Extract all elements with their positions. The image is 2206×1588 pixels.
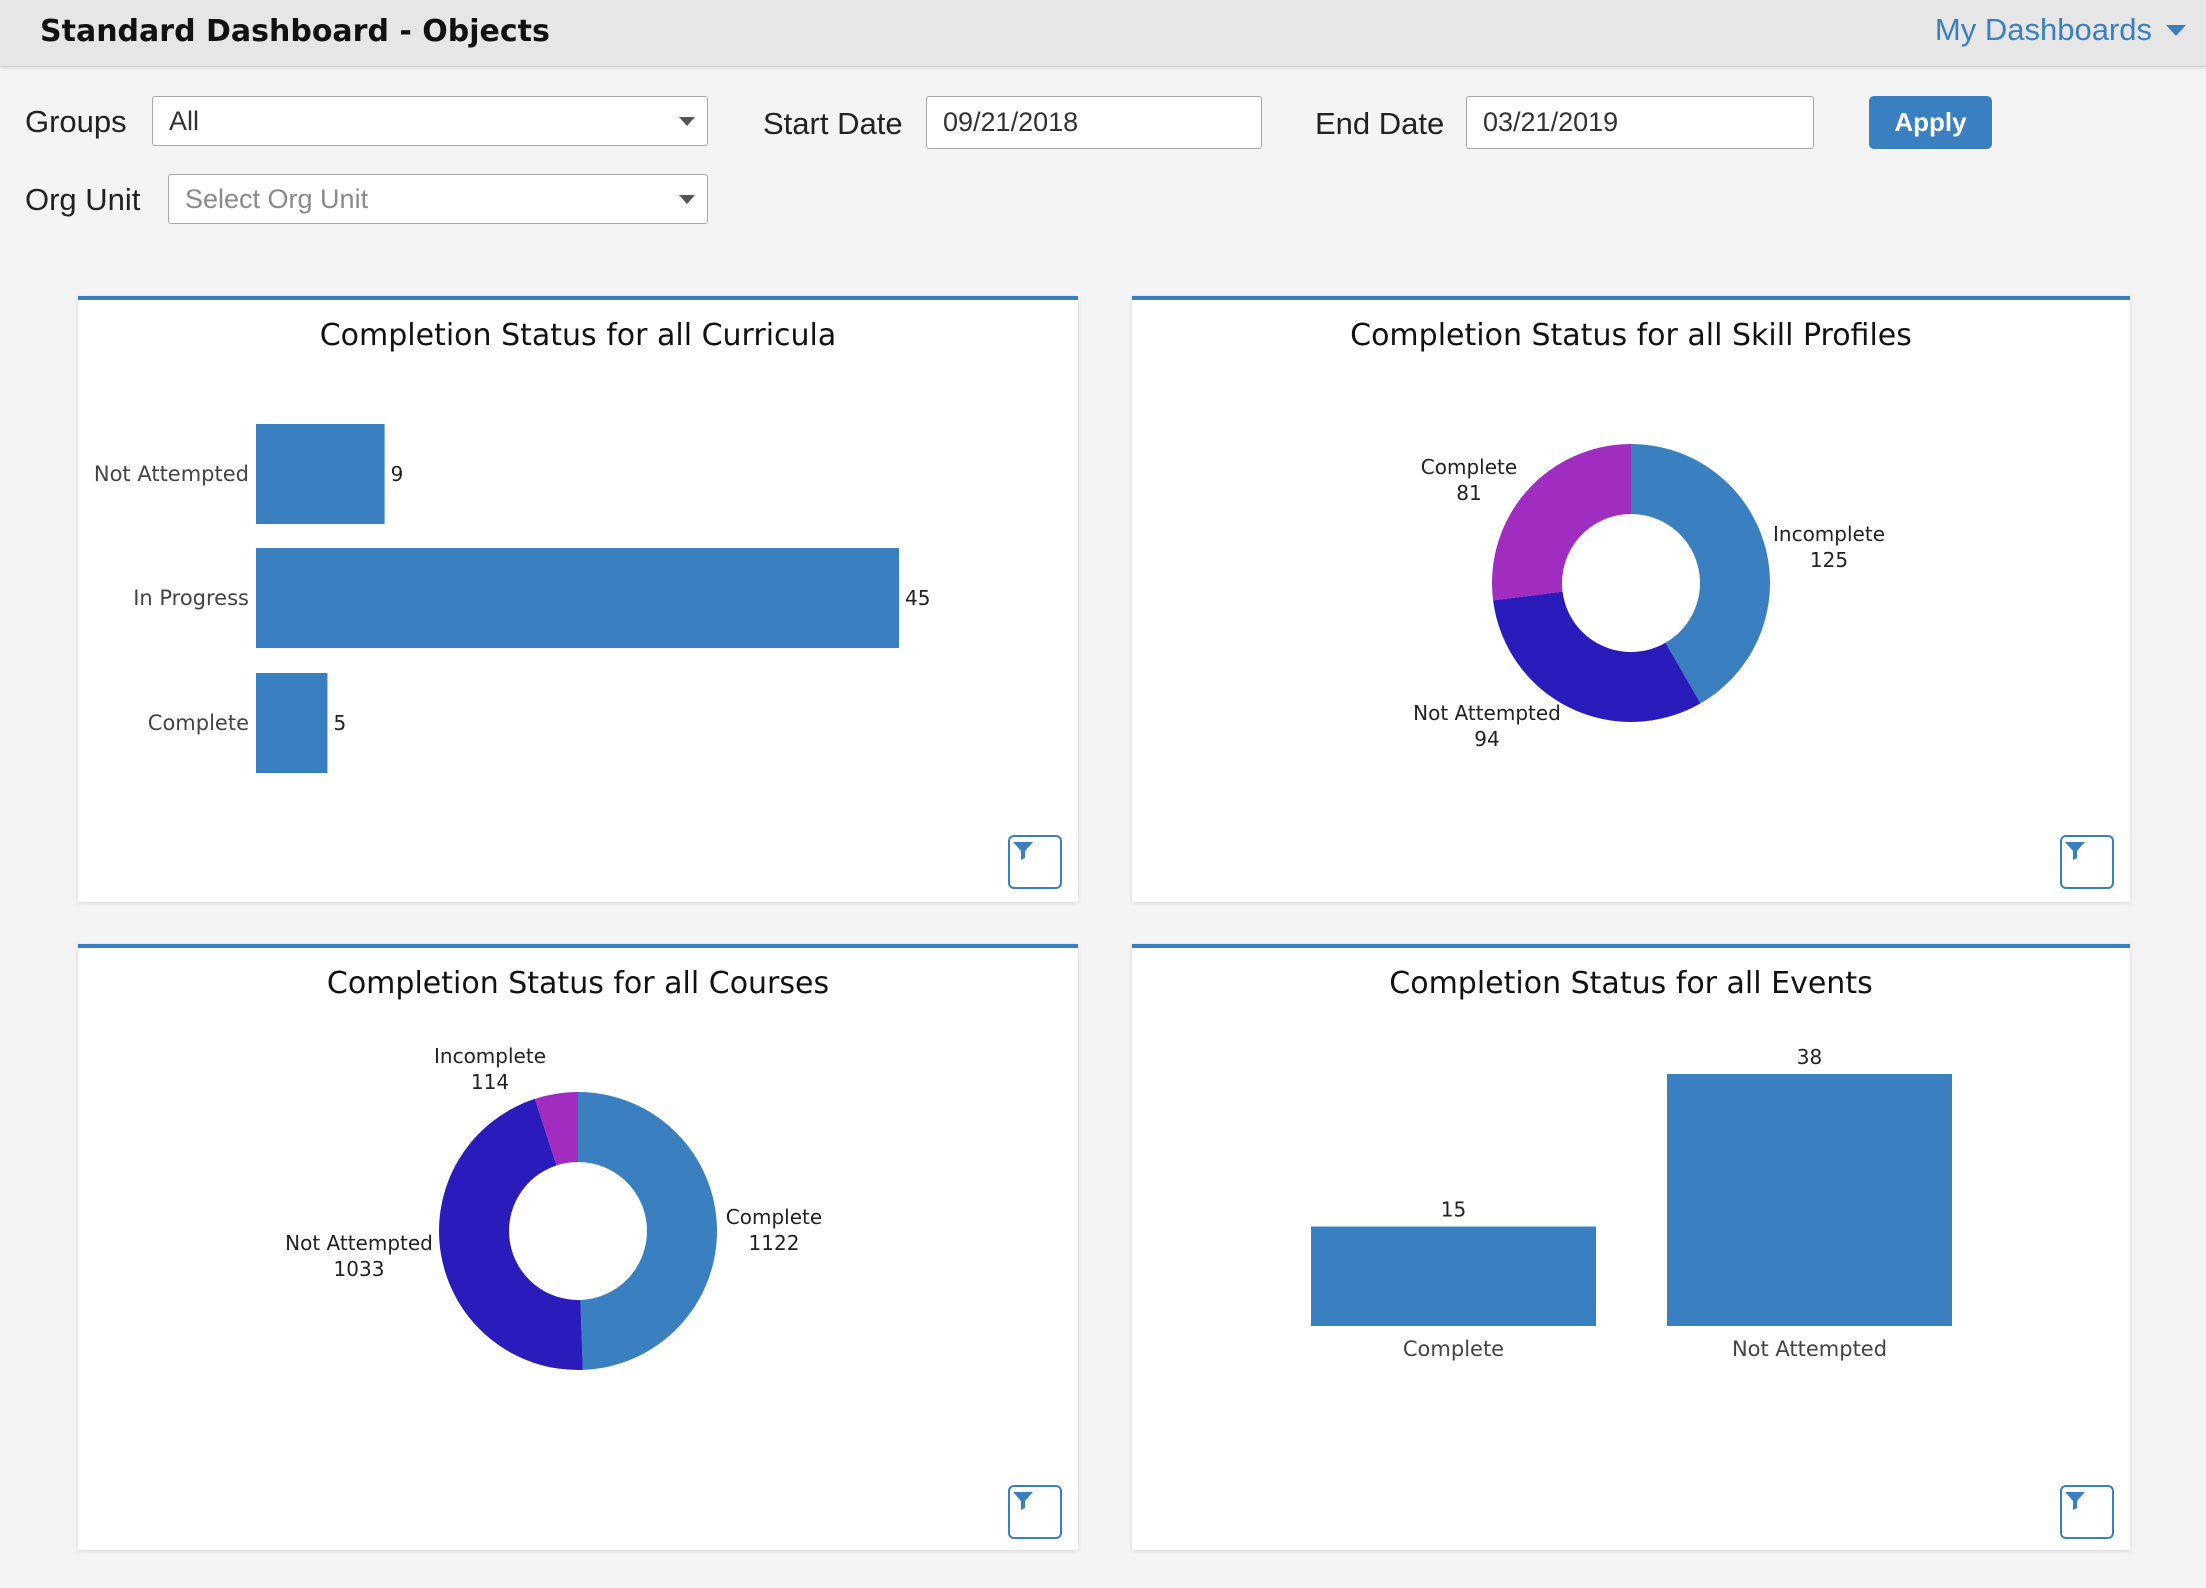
curricula-filter-button[interactable] bbox=[1008, 835, 1062, 889]
funnel-icon bbox=[1013, 842, 1033, 860]
curricula-bar-chart: Not Attempted 9 In Progress 45 Complete 5 bbox=[94, 424, 930, 773]
bar-not-attempted bbox=[1667, 1074, 1952, 1326]
skill-profiles-chart-title: Completion Status for all Skill Profiles bbox=[1350, 318, 1912, 353]
start-date-value: 09/21/2018 bbox=[943, 107, 1079, 137]
slice-complete bbox=[1492, 444, 1631, 601]
slice-label-value: 1033 bbox=[334, 1257, 385, 1281]
slice-not-attempted bbox=[438, 1098, 583, 1370]
slice-label-value: 1122 bbox=[749, 1231, 800, 1255]
slice-label-name: Incomplete bbox=[434, 1044, 546, 1068]
courses-chart-card: Completion Status for all Courses Comple… bbox=[78, 944, 1078, 1550]
data-label: 5 bbox=[333, 711, 346, 735]
events-filter-button[interactable] bbox=[2060, 1485, 2114, 1539]
end-date-label: End Date bbox=[1315, 106, 1445, 141]
slice-label-name: Not Attempted bbox=[285, 1231, 433, 1255]
page-title: Standard Dashboard - Objects bbox=[40, 14, 550, 49]
groups-select-value: All bbox=[169, 105, 200, 136]
y-tick-label: In Progress bbox=[133, 586, 249, 610]
slice-incomplete bbox=[534, 1092, 578, 1166]
my-dashboards-menu[interactable]: My Dashboards bbox=[1935, 12, 2186, 48]
slice-label-value: 94 bbox=[1474, 727, 1499, 751]
courses-chart-title: Completion Status for all Courses bbox=[326, 966, 830, 1001]
end-date-input[interactable]: 03/21/2019 bbox=[1466, 96, 1814, 149]
slice-label-value: 81 bbox=[1456, 481, 1481, 505]
events-chart-card: Completion Status for all Events 15 Compl… bbox=[1132, 944, 2130, 1550]
org-unit-select[interactable]: Select Org Unit bbox=[168, 174, 708, 224]
curricula-chart-title: Completion Status for all Curricula bbox=[319, 318, 837, 353]
data-label: 15 bbox=[1441, 1198, 1466, 1222]
events-bar-chart: 15 Complete 38 Not Attempted bbox=[1311, 1045, 1952, 1361]
org-unit-label: Org Unit bbox=[25, 182, 141, 217]
slice-label-name: Complete bbox=[1421, 455, 1517, 479]
chevron-down-icon bbox=[679, 117, 695, 126]
slice-label-name: Not Attempted bbox=[1413, 701, 1561, 725]
slice-label-value: 114 bbox=[471, 1070, 509, 1094]
y-tick-label: Complete bbox=[148, 711, 249, 735]
top-bar: Standard Dashboard - Objects My Dashboar… bbox=[0, 0, 2206, 67]
bar-in-progress bbox=[256, 548, 899, 648]
my-dashboards-label: My Dashboards bbox=[1934, 12, 2152, 47]
funnel-icon bbox=[1013, 1492, 1033, 1510]
org-unit-placeholder: Select Org Unit bbox=[185, 183, 369, 214]
x-tick-label: Complete bbox=[1403, 1337, 1504, 1361]
bar-complete bbox=[256, 673, 328, 773]
skill-profiles-filter-button[interactable] bbox=[2060, 835, 2114, 889]
funnel-icon bbox=[2065, 842, 2085, 860]
chevron-down-icon bbox=[679, 195, 695, 204]
courses-filter-button[interactable] bbox=[1008, 1485, 1062, 1539]
groups-label: Groups bbox=[25, 104, 127, 139]
skill-profiles-chart-card: Completion Status for all Skill Profiles… bbox=[1132, 296, 2130, 902]
data-label: 9 bbox=[391, 462, 404, 486]
slice-label-value: 125 bbox=[1810, 548, 1848, 572]
slice-label-name: Complete bbox=[726, 1205, 822, 1229]
funnel-icon bbox=[2065, 1492, 2085, 1510]
data-label: 45 bbox=[905, 586, 930, 610]
apply-button[interactable]: Apply bbox=[1869, 96, 1992, 149]
slice-incomplete bbox=[1631, 444, 1770, 704]
chevron-down-icon bbox=[2166, 24, 2186, 36]
bar-complete bbox=[1311, 1226, 1596, 1326]
start-date-input[interactable]: 09/21/2018 bbox=[926, 96, 1262, 149]
slice-label-name: Incomplete bbox=[1773, 522, 1885, 546]
bar-not-attempted bbox=[256, 424, 385, 524]
data-label: 38 bbox=[1797, 1045, 1822, 1069]
groups-select[interactable]: All bbox=[152, 96, 708, 146]
start-date-label: Start Date bbox=[763, 106, 903, 141]
curricula-chart-card: Completion Status for all Curricula Not … bbox=[78, 296, 1078, 902]
x-tick-label: Not Attempted bbox=[1732, 1337, 1887, 1361]
slice-not-attempted bbox=[1493, 591, 1701, 722]
slice-complete bbox=[578, 1092, 718, 1370]
events-chart-title: Completion Status for all Events bbox=[1389, 966, 1873, 1001]
end-date-value: 03/21/2019 bbox=[1483, 107, 1619, 137]
y-tick-label: Not Attempted bbox=[94, 462, 249, 486]
